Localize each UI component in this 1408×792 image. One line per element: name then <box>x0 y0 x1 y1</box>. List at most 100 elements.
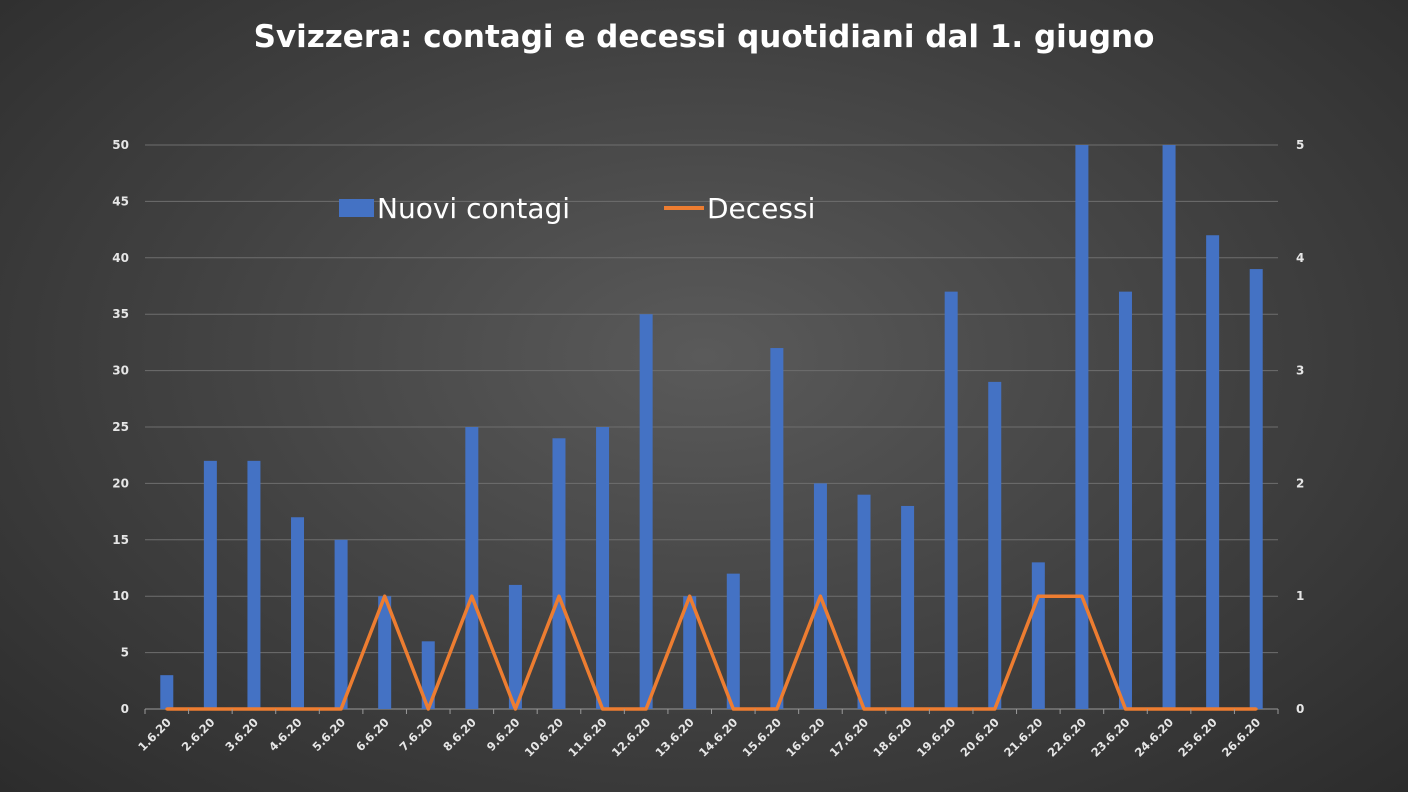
bar <box>901 505 915 709</box>
x-tick-label: 18.6.20 <box>870 715 914 759</box>
x-axis: 1.6.20 2.6.20 3.6.20 4.6.20 5.6.20 6.6.20 7.6.… <box>135 709 1279 760</box>
line-point <box>1036 594 1040 598</box>
y-right-tick-label: 5 <box>1296 138 1304 152</box>
y-right-tick-label: 0 <box>1296 702 1304 716</box>
y-right-tick-label: 1 <box>1296 589 1304 603</box>
line-point <box>644 707 648 711</box>
line-point <box>426 707 430 711</box>
y-left-tick-label: 40 <box>112 251 129 265</box>
x-tick-label: 23.6.20 <box>1088 715 1132 759</box>
bar <box>1249 269 1263 709</box>
y-right-tick-label: 4 <box>1296 251 1304 265</box>
x-tick-label: 21.6.20 <box>1001 715 1045 759</box>
x-tick-label: 9.6.20 <box>484 715 523 754</box>
x-tick-label: 10.6.20 <box>522 715 566 759</box>
x-tick-label: 19.6.20 <box>914 715 958 759</box>
bar <box>639 314 653 709</box>
legend: Nuovi contagi Decessi <box>339 192 815 225</box>
bar <box>465 427 479 709</box>
line-point <box>1211 707 1215 711</box>
gridlines <box>145 144 1278 710</box>
chart-title: Svizzera: contagi e decessi quotidiani d… <box>254 19 1155 55</box>
bar <box>552 438 566 709</box>
x-tick-label: 11.6.20 <box>565 715 609 759</box>
line-point <box>252 707 256 711</box>
y-left-tick-label: 5 <box>121 646 129 660</box>
y-left-tick-label: 10 <box>112 589 129 603</box>
bar <box>726 573 740 709</box>
bar <box>203 460 217 709</box>
line-point <box>557 594 561 598</box>
bar <box>683 596 697 709</box>
y-left-tick-label: 20 <box>112 476 129 490</box>
bar <box>1031 562 1045 709</box>
line-series-decessi <box>166 594 1257 711</box>
bars-nuovi-contagi <box>160 145 1263 710</box>
legend-swatch-nuovi-contagi <box>339 199 374 217</box>
bar <box>160 675 174 709</box>
x-tick-label: 24.6.20 <box>1132 715 1176 759</box>
line-decessi <box>165 594 1258 711</box>
x-tick-label: 26.6.20 <box>1219 715 1263 759</box>
line-point <box>513 707 517 711</box>
x-tick-label: 16.6.20 <box>783 715 827 759</box>
y-left-tick-label: 25 <box>112 420 129 434</box>
line-point <box>208 707 212 711</box>
bar <box>1118 291 1132 709</box>
line-point <box>339 707 343 711</box>
x-tick-label: 4.6.20 <box>266 715 305 754</box>
legend-label-decessi: Decessi <box>707 192 815 225</box>
x-tick-label: 7.6.20 <box>397 715 436 754</box>
bar <box>247 460 261 709</box>
x-tick-label: 2.6.20 <box>179 715 218 754</box>
bar <box>988 381 1002 709</box>
y-right-tick-label: 2 <box>1296 476 1304 490</box>
y-left-tick-label: 50 <box>112 138 129 152</box>
x-tick-label: 17.6.20 <box>827 715 871 759</box>
x-tick-label: 1.6.20 <box>135 715 174 754</box>
bar <box>1206 235 1220 710</box>
x-tick-label: 22.6.20 <box>1045 715 1089 759</box>
x-tick-label: 15.6.20 <box>740 715 784 759</box>
line-point <box>383 594 387 598</box>
line-point <box>775 707 779 711</box>
x-tick-label: 3.6.20 <box>222 715 261 754</box>
line-point <box>818 594 822 598</box>
bar <box>1162 145 1176 709</box>
bar <box>378 596 392 709</box>
line-point <box>688 594 692 598</box>
line-point <box>1254 707 1258 711</box>
bar <box>857 494 871 709</box>
x-tick-label: 12.6.20 <box>609 715 653 759</box>
bar <box>944 291 958 709</box>
x-tick-label: 25.6.20 <box>1175 715 1219 759</box>
bar <box>334 539 348 709</box>
bar <box>291 517 305 709</box>
line-point <box>1167 707 1171 711</box>
y-axis-left: 0 5 10 15 20 25 30 35 40 45 50 <box>112 138 129 716</box>
line-point <box>862 707 866 711</box>
x-tick-label: 5.6.20 <box>310 715 349 754</box>
y-left-tick-label: 30 <box>112 364 129 378</box>
y-right-tick-label: 3 <box>1296 364 1304 378</box>
line-point <box>470 594 474 598</box>
line-point <box>993 707 997 711</box>
line-point <box>601 707 605 711</box>
bar <box>508 584 522 709</box>
y-axis-right: 0 1 2 3 4 5 <box>1296 138 1304 716</box>
line-point <box>296 707 300 711</box>
x-tick-label: 8.6.20 <box>440 715 479 754</box>
x-tick-label: 14.6.20 <box>696 715 740 759</box>
bar <box>1075 145 1089 709</box>
y-left-tick-label: 35 <box>112 307 129 321</box>
legend-label-nuovi-contagi: Nuovi contagi <box>377 192 570 225</box>
bar <box>770 348 784 709</box>
y-left-tick-label: 15 <box>112 533 129 547</box>
line-point <box>906 707 910 711</box>
line-point <box>731 707 735 711</box>
x-tick-label: 6.6.20 <box>353 715 392 754</box>
bar <box>596 427 610 709</box>
y-left-tick-label: 0 <box>121 702 129 716</box>
line-point <box>1123 707 1127 711</box>
